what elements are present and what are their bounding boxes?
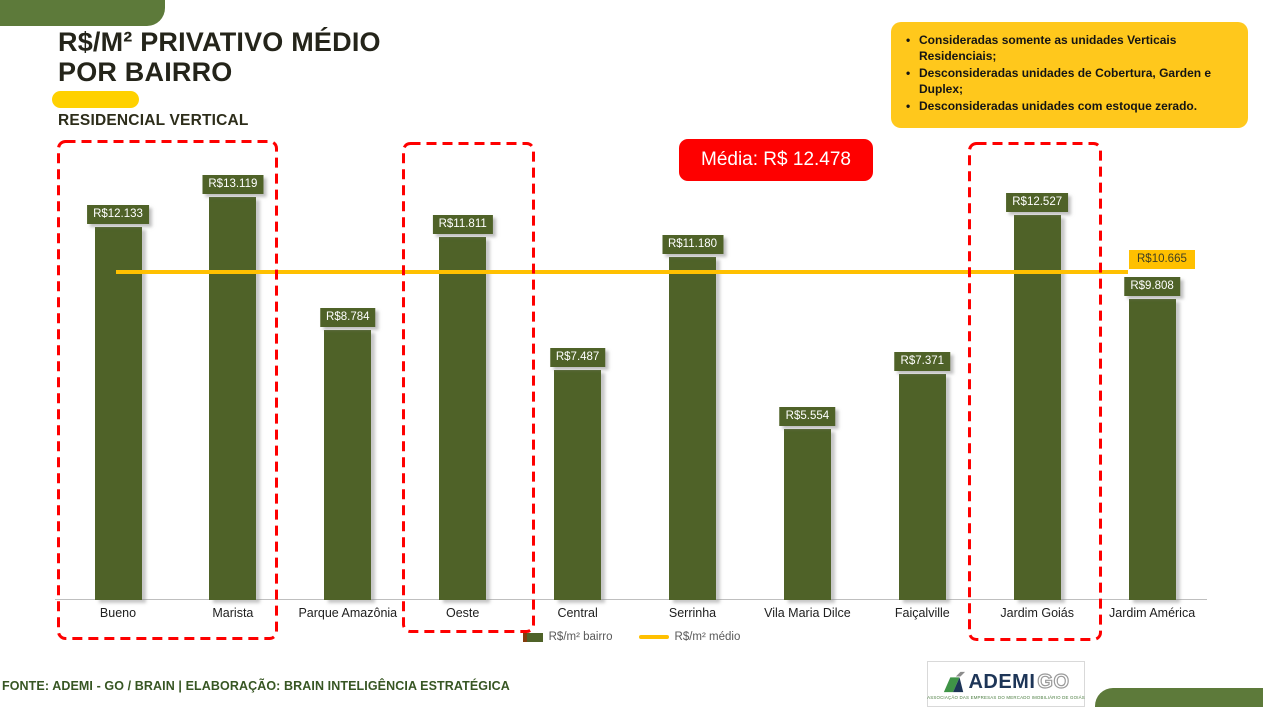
legend-line-swatch [638,635,669,639]
bar-central [554,370,601,600]
source-note: FONTE: ADEMI - GO / BRAIN | ELABORAÇÃO: … [2,679,510,693]
bar-faicalville [899,374,946,600]
x-axis-line [55,599,1207,600]
x-label-bueno: Bueno [99,606,137,620]
x-label-jardim-america: Jardim América [1109,606,1196,620]
x-label-faicalville: Faiçalville [894,606,950,620]
value-label-jardim-goias: R$12.527 [1006,193,1069,212]
logo-wordmark: ADEMI [968,670,1036,693]
page-title-line1: R$/M² PRIVATIVO MÉDIO [58,27,381,57]
bar-serrinha [669,257,716,600]
notes-callout: Consideradas somente as unidades Vertica… [891,22,1248,128]
bar-oeste [439,237,486,600]
legend-item-r-m-medio: R$/m² médio [638,631,741,643]
legend-square-swatch [522,632,543,642]
logo-row: ADEMI GO [942,670,1070,694]
value-label-jardim-america: R$9.808 [1124,277,1180,296]
bar-marista [209,197,256,600]
value-label-central: R$7.487 [549,348,606,367]
note-item: Consideradas somente as unidades Vertica… [903,33,1234,64]
bar-parque-amazonia [324,330,371,600]
chart-legend: R$/m² bairro R$/m² médio [0,631,1263,643]
x-label-marista: Marista [212,606,254,620]
bar-bueno [95,227,142,600]
mean-line [116,270,1128,274]
title-underline-pill [52,91,139,108]
legend-label: R$/m² bairro [548,631,613,643]
note-item: Desconsideradas unidades com estoque zer… [903,99,1234,115]
mean-line-label: R$10.665 [1129,250,1195,269]
page-title-line2: POR BAIRRO [58,56,233,87]
average-badge: Média: R$ 12.478 [679,139,873,181]
legend-item-r-m-bairro: R$/m² bairro [522,631,613,643]
bar-vila-maria-dilce [784,429,831,600]
value-label-parque-amazonia: R$8.784 [320,308,376,327]
x-label-jardim-goias: Jardim Goiás [1000,606,1075,620]
ademi-go-logo: ADEMI GO ASSOCIAÇÃO DAS EMPRESAS DO MERCA… [927,661,1085,707]
logo-suffix: GO [1037,670,1070,693]
value-label-bueno: R$12.133 [87,205,149,224]
value-label-vila-maria-dilce: R$5.554 [779,407,836,426]
value-label-faicalville: R$7.371 [894,352,951,371]
note-item: Desconsideradas unidades de Cobertura, G… [903,66,1234,97]
value-label-marista: R$13.119 [202,175,264,194]
x-label-parque-amazonia: Parque Amazônia [298,606,398,620]
page-title: R$/M² PRIVATIVO MÉDIO POR BAIRRO [58,27,381,87]
value-label-oeste: R$11.811 [432,215,493,234]
x-label-oeste: Oeste [446,606,480,620]
ademi-logo-icon [944,671,966,693]
x-label-vila-maria-dilce: Vila Maria Dilce [764,606,851,620]
notes-list: Consideradas somente as unidades Vertica… [903,33,1234,115]
chart-subtitle: RESIDENCIAL VERTICAL [58,112,249,129]
corner-decoration-top-left [0,0,165,26]
value-label-serrinha: R$11.180 [661,235,724,254]
logo-tagline: ASSOCIAÇÃO DAS EMPRESAS DO MERCADO IMOBI… [927,695,1085,700]
legend-label: R$/m² médio [674,631,741,643]
x-label-central: Central [557,606,598,620]
x-label-serrinha: Serrinha [668,606,717,620]
bar-jardim-america [1129,299,1176,600]
corner-decoration-bottom-right [1095,688,1263,707]
